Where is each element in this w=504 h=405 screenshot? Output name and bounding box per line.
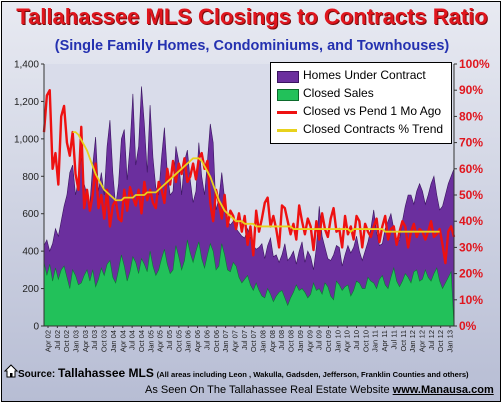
legend-label-sales: Closed Sales xyxy=(303,86,374,100)
x-tick-label: Oct 07 xyxy=(249,330,258,352)
x-tick-label: Oct 04 xyxy=(137,330,146,352)
x-tick-label: Apr 08 xyxy=(268,330,277,352)
x-tick-label: Oct 06 xyxy=(212,330,221,352)
x-tick-label: Jul 06 xyxy=(202,330,211,350)
legend-label-contracts: Homes Under Contract xyxy=(303,68,426,82)
x-tick-label: Jan 08 xyxy=(259,330,268,353)
x-tick-label: Apr 09 xyxy=(305,330,314,352)
x-tick-label: Jul 07 xyxy=(240,330,249,350)
y-right-tick-label: 70% xyxy=(459,136,483,150)
source-note: (All areas including Leon , Wakulla, Gad… xyxy=(156,370,469,379)
x-tick-label: Oct 05 xyxy=(174,330,183,352)
x-tick-label: Jan 13 xyxy=(446,330,455,353)
site-link[interactable]: www.Manausa.com xyxy=(392,384,494,396)
y-right-tick-label: 20% xyxy=(459,267,483,281)
x-tick-label: Jan 06 xyxy=(184,330,193,353)
x-tick-label: Oct 09 xyxy=(324,330,333,352)
x-tick-label: Jan 10 xyxy=(333,330,342,353)
x-tick-label: Jul 05 xyxy=(165,330,174,350)
x-tick-label: Apr 05 xyxy=(156,330,165,352)
x-tick-label: Apr 02 xyxy=(44,330,53,352)
y-left-tick-label: 800 xyxy=(22,172,39,183)
y-right-tick-label: 50% xyxy=(459,188,483,202)
x-tick-label: Jul 11 xyxy=(389,330,398,349)
x-tick-label: Jan 03 xyxy=(72,330,81,353)
x-tick-label: Apr 12 xyxy=(417,330,426,352)
legend-label-ratio: Closed vs Pend 1 Mo Ago xyxy=(303,104,442,118)
x-tick-label: Oct 02 xyxy=(62,330,71,352)
x-tick-label: Oct 10 xyxy=(361,330,370,352)
legend-swatch-contracts xyxy=(277,71,299,83)
y-left-tick-label: 1,000 xyxy=(14,134,39,145)
legend-line-ratio xyxy=(277,111,297,114)
y-left-tick-label: 1,400 xyxy=(14,60,39,71)
legend-line-trend xyxy=(277,129,297,132)
legend-item-trend: Closed Contracts % Trend xyxy=(277,121,453,139)
site-prefix: As Seen On The Tallahassee Real Estate W… xyxy=(145,384,390,396)
source-label: Source: xyxy=(18,369,56,380)
legend-item-sales: Closed Sales xyxy=(277,85,453,103)
x-tick-label: Jul 02 xyxy=(53,330,62,350)
x-tick-label: Oct 11 xyxy=(399,330,408,352)
y-right-tick-label: 10% xyxy=(459,293,483,307)
x-tick-label: Apr 06 xyxy=(193,330,202,352)
x-tick-label: Apr 11 xyxy=(380,330,389,352)
y-right-tick-label: 100% xyxy=(459,57,490,71)
chart-title: Tallahassee MLS Closings to Contracts Ra… xyxy=(16,4,488,29)
house-icon xyxy=(4,364,18,378)
y-left-tick-label: 600 xyxy=(22,209,39,220)
y-left-tick-label: 1,200 xyxy=(14,97,39,108)
x-tick-label: Jan 05 xyxy=(146,330,155,353)
x-tick-label: Oct 08 xyxy=(287,330,296,352)
line-closed-vs-pend xyxy=(42,88,456,265)
x-tick-label: Apr 04 xyxy=(118,330,127,352)
y-left-tick-label: 400 xyxy=(22,247,39,258)
y-right-tick-label: 90% xyxy=(459,83,483,97)
x-tick-label: Oct 03 xyxy=(100,330,109,352)
x-tick-label: Apr 07 xyxy=(230,330,239,352)
x-tick-label: Jan 11 xyxy=(371,330,380,352)
x-tick-label: Jan 12 xyxy=(408,330,417,353)
y-right-tick-label: 60% xyxy=(459,162,483,176)
chart-subtitle: (Single Family Homes, Condominiums, and … xyxy=(54,38,450,54)
x-tick-label: Apr 03 xyxy=(81,330,90,352)
y-right-tick-label: 80% xyxy=(459,109,483,123)
y-left-tick-label: 200 xyxy=(22,284,39,295)
source-name: Tallahassee MLS xyxy=(58,366,154,380)
legend-item-ratio: Closed vs Pend 1 Mo Ago xyxy=(277,103,453,121)
x-tick-label: Jul 12 xyxy=(427,330,436,350)
footer-source: Source: Tallahassee MLS (All areas inclu… xyxy=(18,366,469,380)
x-tick-label: Jan 09 xyxy=(296,330,305,353)
chart-legend: Homes Under Contract Closed Sales Closed… xyxy=(270,62,452,144)
area-closed-sales xyxy=(43,239,455,327)
x-tick-label: Jul 10 xyxy=(352,330,361,350)
y-right-tick-label: 30% xyxy=(459,240,483,254)
line-closed-contracts-trend xyxy=(72,131,440,233)
x-tick-label: Jul 08 xyxy=(277,330,286,350)
x-tick-label: Jul 04 xyxy=(128,330,137,350)
x-tick-label: Jan 07 xyxy=(221,330,230,353)
y-right-tick-label: 0% xyxy=(459,319,477,333)
x-tick-label: Jan 04 xyxy=(109,330,118,353)
legend-swatch-sales xyxy=(277,89,299,101)
legend-label-trend: Closed Contracts % Trend xyxy=(303,122,444,136)
x-tick-label: Jul 09 xyxy=(315,330,324,350)
x-tick-label: Apr 10 xyxy=(343,330,352,352)
x-tick-label: Oct 12 xyxy=(436,330,445,352)
x-tick-label: Jul 03 xyxy=(90,330,99,350)
footer-site: As Seen On The Tallahassee Real Estate W… xyxy=(145,384,494,396)
y-left-tick-label: 0 xyxy=(33,322,39,333)
legend-item-contracts: Homes Under Contract xyxy=(277,67,453,85)
y-right-tick-label: 40% xyxy=(459,214,483,228)
